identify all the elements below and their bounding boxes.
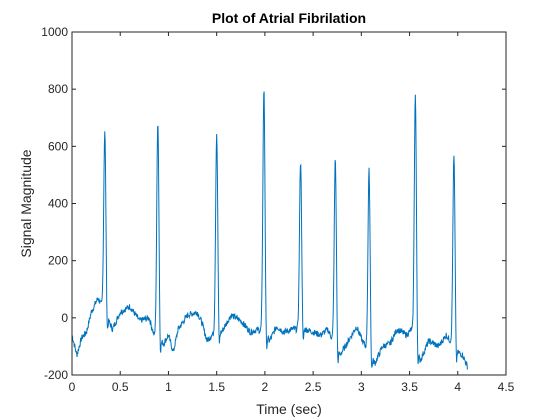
x-tick-label: 3.5 <box>401 380 418 394</box>
x-axis-label: Time (sec) <box>256 401 322 417</box>
x-tick-label: 1.5 <box>208 380 225 394</box>
x-tick-label: 4 <box>454 380 461 394</box>
y-tick-label: 400 <box>48 197 68 211</box>
x-tick-label: 3 <box>358 380 365 394</box>
x-tick-label: 0 <box>69 380 76 394</box>
y-tick-label: 600 <box>48 139 68 153</box>
y-tick-label: 0 <box>61 311 68 325</box>
chart-title: Plot of Atrial Fibrilation <box>212 10 366 26</box>
signal-line <box>71 91 468 370</box>
x-tick-label: 2.5 <box>305 380 322 394</box>
x-tick-label: 0.5 <box>112 380 129 394</box>
axis-ticks: 0 0.5 1 1.5 2 2.5 3 3.5 4 4.5-2000200400600800100… <box>41 25 514 394</box>
x-tick-label: 1 <box>165 380 172 394</box>
y-tick-label: -200 <box>44 368 68 382</box>
x-tick-label: 2 <box>262 380 269 394</box>
plot-background <box>72 32 506 375</box>
y-axis-label: Signal Magnitude <box>18 149 34 257</box>
x-tick-label: 4.5 <box>498 380 515 394</box>
y-tick-label: 800 <box>48 82 68 96</box>
y-tick-label: 1000 <box>41 25 68 39</box>
plot-frame <box>71 31 507 376</box>
y-tick-label: 200 <box>48 254 68 268</box>
